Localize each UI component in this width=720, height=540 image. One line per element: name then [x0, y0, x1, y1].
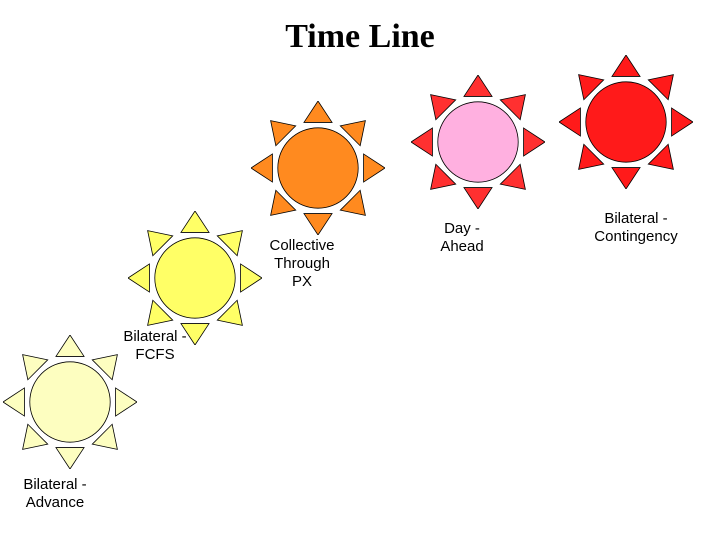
- label-dayahead: Day - Ahead: [440, 220, 483, 256]
- sun-ray: [241, 264, 262, 292]
- sun-ray: [672, 108, 693, 136]
- sun-contingency: [559, 55, 693, 189]
- sun-ray: [116, 388, 137, 416]
- sun-fcfs: [128, 211, 262, 345]
- sun-ray: [251, 154, 272, 182]
- label-collective: Collective Through PX: [269, 237, 334, 291]
- sun-dayahead: [411, 75, 545, 209]
- sun-icon: [251, 101, 385, 235]
- sun-ray: [411, 128, 432, 156]
- sun-ray: [612, 55, 640, 76]
- sun-advance: [3, 335, 137, 469]
- label-fcfs: Bilateral - FCFS: [123, 328, 186, 364]
- sun-icon: [559, 55, 693, 189]
- sun-icon: [411, 75, 545, 209]
- page-title: Time Line: [0, 18, 720, 56]
- sun-core: [586, 82, 666, 162]
- label-advance: Bilateral - Advance: [23, 476, 86, 512]
- sun-core: [30, 362, 110, 442]
- sun-ray: [56, 448, 84, 469]
- sun-ray: [612, 168, 640, 189]
- sun-ray: [56, 335, 84, 356]
- sun-ray: [464, 188, 492, 209]
- sun-ray: [3, 388, 24, 416]
- sun-ray: [364, 154, 385, 182]
- sun-core: [438, 102, 518, 182]
- sun-icon: [128, 211, 262, 345]
- sun-ray: [559, 108, 580, 136]
- sun-ray: [464, 75, 492, 96]
- sun-collective: [251, 101, 385, 235]
- label-contingency: Bilateral - Contingency: [594, 210, 677, 246]
- sun-core: [155, 238, 235, 318]
- sun-ray: [128, 264, 149, 292]
- sun-ray: [304, 101, 332, 122]
- sun-ray: [524, 128, 545, 156]
- sun-icon: [3, 335, 137, 469]
- sun-ray: [181, 211, 209, 232]
- sun-core: [278, 128, 358, 208]
- sun-ray: [304, 214, 332, 235]
